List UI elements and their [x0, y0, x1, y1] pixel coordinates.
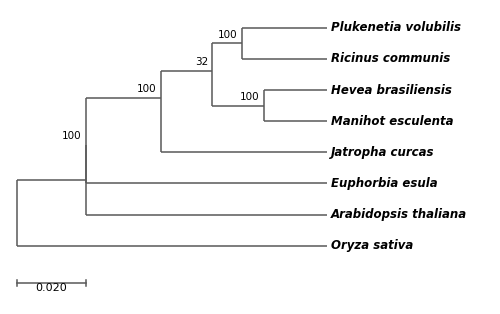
Text: 32: 32 [195, 57, 208, 67]
Text: 100: 100 [62, 131, 81, 141]
Text: Hevea brasiliensis: Hevea brasiliensis [331, 84, 452, 96]
Text: 100: 100 [240, 92, 260, 102]
Text: 100: 100 [218, 30, 238, 40]
Text: Arabidopsis thaliana: Arabidopsis thaliana [331, 208, 467, 221]
Text: Jatropha curcas: Jatropha curcas [331, 146, 434, 159]
Text: Euphorbia esula: Euphorbia esula [331, 177, 438, 190]
Text: Plukenetia volubilis: Plukenetia volubilis [331, 21, 461, 34]
Text: Oryza sativa: Oryza sativa [331, 239, 413, 252]
Text: 0.020: 0.020 [36, 283, 68, 293]
Text: Manihot esculenta: Manihot esculenta [331, 115, 454, 128]
Text: 100: 100 [137, 84, 156, 94]
Text: Ricinus communis: Ricinus communis [331, 52, 450, 65]
